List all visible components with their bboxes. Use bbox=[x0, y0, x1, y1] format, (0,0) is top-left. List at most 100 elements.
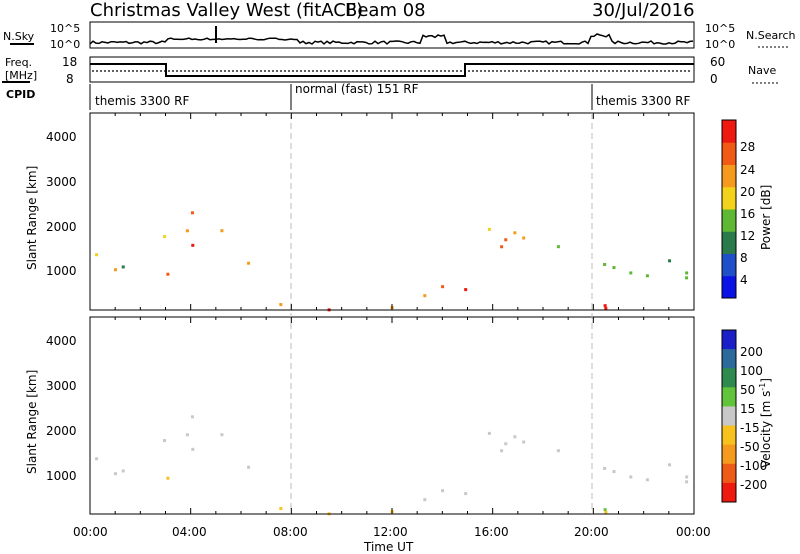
freq-trace bbox=[90, 63, 694, 77]
power-cell bbox=[279, 303, 283, 307]
power-ytick: 2000 bbox=[46, 220, 77, 234]
nsearch-tick-top: 10^5 bbox=[705, 22, 735, 35]
power-cell bbox=[604, 306, 608, 310]
nave-label: Nave bbox=[748, 64, 776, 77]
cpid-segment-label: themis 3300 RF bbox=[596, 94, 690, 108]
power-cell bbox=[645, 274, 649, 278]
power-cell bbox=[668, 259, 672, 263]
power-cell bbox=[522, 236, 526, 240]
power-colorbar-label: Power [dB] bbox=[759, 185, 773, 250]
velocity-cell bbox=[113, 472, 117, 476]
power-scatter-cells bbox=[95, 211, 689, 312]
velocity-cell bbox=[668, 463, 672, 467]
velocity-cell bbox=[504, 442, 508, 446]
velocity-cell bbox=[522, 440, 526, 444]
station-title: Christmas Valley West (fitACF) bbox=[90, 0, 363, 21]
velocity-cell bbox=[685, 480, 689, 484]
power-cell bbox=[190, 211, 194, 215]
nsky-panel-frame bbox=[89, 21, 695, 49]
power-cell bbox=[500, 245, 504, 249]
velocity-colorbar-swatch bbox=[722, 425, 736, 446]
velocity-cell bbox=[513, 435, 517, 439]
velocity-colorbar-swatch bbox=[722, 330, 736, 350]
velocity-cell bbox=[121, 469, 125, 473]
power-cell bbox=[220, 229, 224, 233]
velocity-colorbar bbox=[721, 329, 737, 503]
nsky-label: N.Sky bbox=[3, 30, 35, 43]
power-ytick: 1000 bbox=[46, 264, 77, 278]
velocity-colorbar-label: Velocity [m s-1] bbox=[758, 378, 773, 468]
freq-tick-top: 18 bbox=[62, 55, 77, 69]
x-tick: 12:00 bbox=[373, 525, 408, 539]
power-colorbar-swatch bbox=[722, 120, 736, 143]
velocity-cell bbox=[556, 449, 560, 453]
velocity-cell bbox=[279, 507, 283, 511]
power-colorbar-swatch bbox=[722, 142, 736, 165]
velocity-colorbar-tick: -200 bbox=[740, 478, 767, 492]
velocity-cell bbox=[247, 465, 251, 469]
power-cell bbox=[603, 262, 607, 266]
power-cell bbox=[685, 276, 689, 280]
power-cell bbox=[423, 294, 427, 298]
velocity-cell bbox=[603, 508, 607, 512]
power-cell bbox=[95, 253, 99, 257]
power-cell bbox=[629, 271, 633, 275]
cpid-segment-label: normal (fast) 151 RF bbox=[295, 82, 419, 96]
velocity-cell bbox=[163, 439, 167, 443]
nsky-trace bbox=[89, 33, 694, 45]
x-tick: 08:00 bbox=[273, 525, 308, 539]
velocity-colorbar-tick: -15 bbox=[740, 421, 760, 435]
power-colorbar bbox=[721, 119, 737, 299]
velocity-cell bbox=[612, 470, 616, 474]
power-colorbar-swatch bbox=[722, 275, 736, 299]
velocity-colorbar-tick: 100 bbox=[740, 364, 763, 378]
velocity-ytick: 1000 bbox=[46, 469, 77, 483]
nsky-tick-bottom: 10^0 bbox=[50, 38, 80, 51]
beam-title: Beam 08 bbox=[345, 0, 426, 21]
velocity-cell bbox=[190, 415, 194, 419]
power-panel-frame bbox=[89, 112, 695, 311]
velocity-colorbar-swatch bbox=[722, 482, 736, 503]
power-cell bbox=[113, 268, 117, 272]
velocity-colorbar-swatch bbox=[722, 349, 736, 369]
velocity-cell bbox=[629, 475, 633, 479]
velocity-colorbar-swatch bbox=[722, 406, 736, 427]
velocity-cell bbox=[95, 457, 99, 461]
power-cell bbox=[441, 285, 445, 289]
power-colorbar-swatch bbox=[722, 164, 736, 188]
velocity-colorbar-swatch bbox=[722, 368, 736, 388]
power-colorbar-tick: 20 bbox=[740, 185, 755, 199]
power-colorbar-tick: 4 bbox=[740, 273, 748, 287]
velocity-cell bbox=[441, 489, 445, 493]
velocity-colorbar-tick: -50 bbox=[740, 440, 760, 454]
velocity-panel-frame bbox=[89, 316, 695, 515]
x-tick: 04:00 bbox=[172, 525, 207, 539]
power-cell bbox=[603, 304, 607, 308]
power-cell bbox=[185, 229, 189, 233]
velocity-cell bbox=[191, 447, 195, 451]
cpid-segment-label: themis 3300 RF bbox=[95, 94, 189, 108]
power-cell bbox=[685, 271, 689, 275]
velocity-cell bbox=[423, 498, 427, 502]
velocity-cell bbox=[220, 433, 224, 437]
velocity-colorbar-swatch bbox=[722, 444, 736, 465]
velocity-cell bbox=[185, 433, 189, 437]
power-cell bbox=[191, 243, 195, 247]
x-tick: 00:00 bbox=[73, 525, 108, 539]
freq-label: Freq. bbox=[5, 56, 32, 69]
velocity-colorbar-swatch bbox=[722, 463, 736, 484]
power-colorbar-tick: 16 bbox=[740, 207, 755, 221]
power-colorbar-tick: 24 bbox=[740, 163, 755, 177]
nsearch-label: N.Search bbox=[746, 29, 796, 42]
velocity-scatter-cells bbox=[95, 415, 689, 516]
x-axis-label: Time UT bbox=[363, 540, 414, 554]
power-cell bbox=[487, 227, 491, 231]
x-tick: 20:00 bbox=[574, 525, 609, 539]
freq-panel-frame bbox=[89, 56, 695, 83]
velocity-colorbar-tick: 15 bbox=[740, 402, 755, 416]
power-colorbar-swatch bbox=[722, 253, 736, 277]
velocity-ytick: 2000 bbox=[46, 424, 77, 438]
x-tick: 16:00 bbox=[474, 525, 509, 539]
power-ylabel: Slant Range [km] bbox=[25, 166, 39, 270]
